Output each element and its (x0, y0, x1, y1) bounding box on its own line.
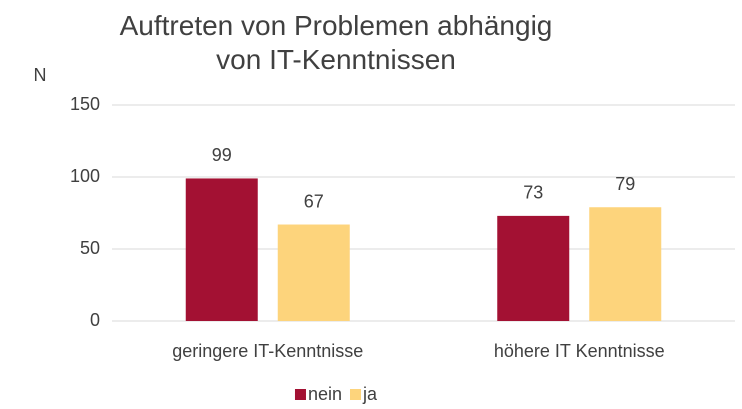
bar (497, 215, 570, 321)
title-line: von IT-Kenntnissen (216, 44, 456, 75)
data-label: 67 (304, 191, 324, 211)
legend-swatch (294, 389, 306, 400)
data-label: 99 (212, 145, 232, 165)
legend-label: ja (362, 384, 378, 404)
y-tick-label: 150 (70, 94, 100, 114)
legend-swatch (350, 389, 362, 400)
bar (277, 224, 350, 321)
y-tick-label: 50 (80, 238, 100, 258)
x-tick-label: geringere IT-Kenntnisse (172, 341, 363, 361)
legend: nein ja (294, 384, 378, 404)
y-tick-label: 0 (90, 310, 100, 330)
x-tick-label: höhere IT Kenntnisse (494, 341, 665, 361)
title-line: Auftreten von Problemen abhängig (120, 10, 553, 41)
y-axis-label: N (34, 65, 47, 85)
chart-title: Auftreten von Problemen abhängig von IT-K… (120, 10, 553, 75)
y-tick-label: 100 (70, 166, 100, 186)
data-label: 73 (523, 183, 543, 203)
data-label: 79 (615, 174, 635, 194)
legend-label: nein (308, 384, 342, 404)
bar (185, 178, 258, 321)
bar (589, 207, 662, 321)
